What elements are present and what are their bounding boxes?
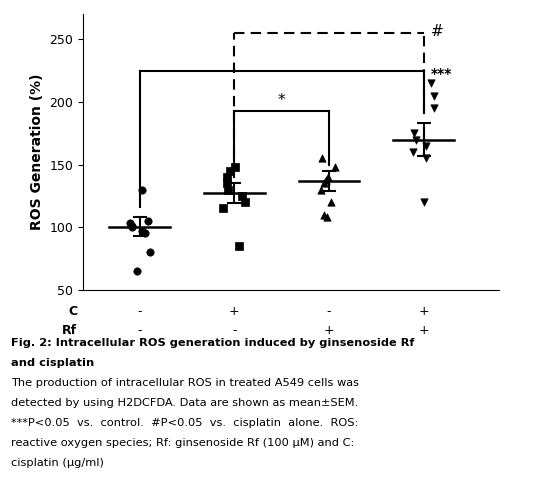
Point [421, 155, 430, 162]
Point [429, 104, 438, 112]
Point [426, 80, 435, 87]
Point [324, 173, 332, 181]
Text: Fig. 2: Intracellular ROS generation induced by ginsenoside Rf: Fig. 2: Intracellular ROS generation ind… [11, 338, 414, 348]
Text: and cisplatin: and cisplatin [11, 358, 94, 368]
Text: C: C [68, 305, 77, 318]
Text: Rf: Rf [62, 324, 77, 337]
Point [132, 267, 141, 275]
Point [128, 222, 136, 230]
Point [331, 163, 340, 171]
Text: +: + [418, 324, 429, 337]
Point [225, 167, 234, 175]
Point [420, 198, 428, 206]
Text: -: - [327, 305, 331, 318]
Point [223, 173, 231, 181]
Point [430, 92, 438, 100]
Text: detected by using H2DCFDA. Data are shown as mean±SEM.: detected by using H2DCFDA. Data are show… [11, 398, 358, 408]
Point [231, 163, 239, 171]
Text: cisplatin (μg/ml): cisplatin (μg/ml) [11, 458, 104, 468]
Text: *: * [278, 93, 285, 108]
Point [412, 136, 420, 143]
Point [422, 142, 430, 149]
Text: -: - [232, 324, 237, 337]
Y-axis label: ROS Generation (%): ROS Generation (%) [29, 74, 44, 230]
Point [144, 217, 152, 225]
Text: +: + [324, 324, 334, 337]
Point [223, 186, 232, 194]
Point [241, 198, 249, 206]
Point [327, 198, 336, 206]
Point [138, 227, 146, 235]
Text: ***: *** [431, 68, 452, 81]
Point [128, 223, 136, 231]
Text: -: - [137, 305, 142, 318]
Text: reactive oxygen species; Rf: ginsenoside Rf (100 μM) and C:: reactive oxygen species; Rf: ginsenoside… [11, 438, 354, 448]
Point [409, 148, 418, 156]
Text: The production of intracellular ROS in treated A549 cells was: The production of intracellular ROS in t… [11, 378, 359, 388]
Point [320, 211, 328, 218]
Text: +: + [229, 305, 240, 318]
Point [318, 155, 326, 162]
Point [320, 180, 328, 187]
Point [410, 129, 418, 137]
Point [223, 180, 231, 187]
Point [238, 192, 246, 200]
Point [323, 213, 332, 221]
Point [125, 219, 134, 227]
Point [321, 176, 330, 183]
Point [317, 186, 325, 194]
Point [234, 242, 243, 250]
Text: ***P<0.05  vs.  control.  #P<0.05  vs.  cisplatin  alone.  ROS:: ***P<0.05 vs. control. #P<0.05 vs. cispl… [11, 418, 358, 428]
Text: #: # [431, 24, 444, 39]
Point [140, 229, 149, 237]
Point [219, 205, 227, 212]
Point [146, 249, 154, 256]
Point [138, 186, 146, 194]
Text: -: - [137, 324, 142, 337]
Text: +: + [418, 305, 429, 318]
